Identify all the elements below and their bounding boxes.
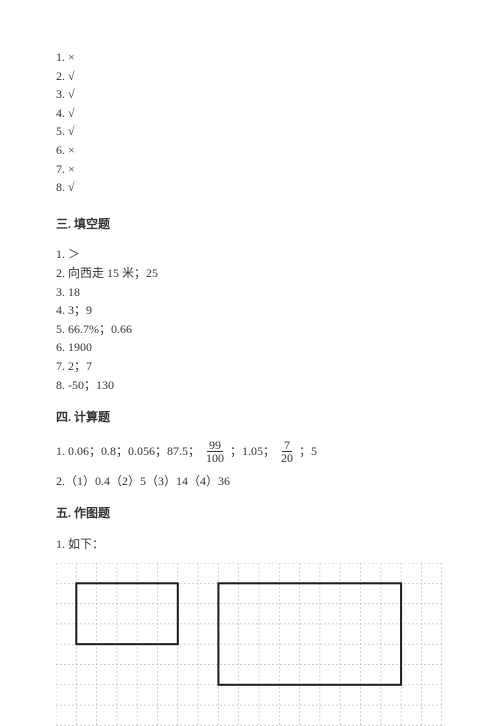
calc-text: ；5 [299, 442, 317, 461]
section4-heading: 四. 计算题 [56, 408, 444, 427]
judge-item: 5. √ [56, 122, 444, 141]
fill-item: 8. -50；130 [56, 376, 444, 395]
judge-item: 8. √ [56, 178, 444, 197]
calc-text: ；1.05； [230, 442, 275, 461]
fill-item: 4. 3；9 [56, 301, 444, 320]
calc-line-2: 2.（1）0.4（2）5（3）14（4）36 [56, 472, 444, 491]
fraction: 99 100 [204, 439, 226, 464]
fraction-numerator: 99 [207, 439, 223, 452]
grid-svg [56, 563, 442, 725]
calc-answers: 1. 0.06；0.8；0.056；87.5； 99 100 ；1.05； 7 … [56, 439, 444, 491]
fraction-denominator: 20 [279, 452, 295, 464]
section3-heading: 三. 填空题 [56, 215, 444, 234]
judge-item: 6. × [56, 141, 444, 160]
judge-item: 7. × [56, 160, 444, 179]
judge-item: 3. √ [56, 85, 444, 104]
calc-text: 1. 0.06；0.8；0.056；87.5； [56, 442, 200, 461]
judge-item: 2. √ [56, 67, 444, 86]
fill-item: 2. 向西走 15 米；25 [56, 264, 444, 283]
judge-answers: 1. × 2. √ 3. √ 4. √ 5. √ 6. × 7. × 8. √ [56, 48, 444, 197]
judge-item: 4. √ [56, 104, 444, 123]
fill-item: 7. 2；7 [56, 357, 444, 376]
fraction: 7 20 [279, 439, 295, 464]
fill-item: 6. 1900 [56, 338, 444, 357]
fraction-numerator: 7 [282, 439, 292, 452]
fill-answers: 1. ＞ 2. 向西走 15 米；25 3. 18 4. 3；9 5. 66.7… [56, 245, 444, 394]
judge-item: 1. × [56, 48, 444, 67]
calc-line-1: 1. 0.06；0.8；0.056；87.5； 99 100 ；1.05； 7 … [56, 439, 444, 464]
fill-item: 3. 18 [56, 283, 444, 302]
section5-heading: 五. 作图题 [56, 504, 444, 523]
grid-diagram [56, 563, 444, 725]
drawing-intro: 1. 如下： [56, 535, 444, 554]
fraction-denominator: 100 [204, 452, 226, 464]
fill-item: 1. ＞ [56, 245, 444, 264]
fill-item: 5. 66.7%；0.66 [56, 320, 444, 339]
